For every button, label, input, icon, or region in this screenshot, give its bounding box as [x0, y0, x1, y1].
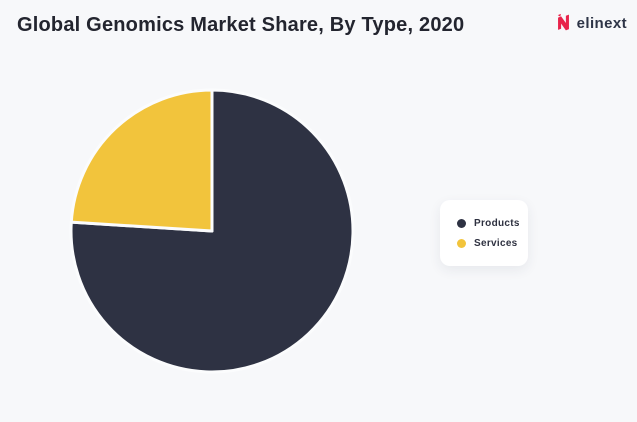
legend-item-products: Products: [457, 218, 528, 229]
legend-label-services: Services: [474, 237, 518, 249]
elinext-logo-icon: [556, 10, 571, 34]
pie-slice-services: [69, 88, 214, 233]
elinext-logo-text: elinext: [576, 14, 627, 32]
pie-slice-products: [69, 88, 355, 374]
elinext-logo: elinext: [556, 10, 631, 34]
chart-title: Global Genomics Market Share, By Type, 2…: [17, 14, 465, 36]
legend: Products Services: [440, 200, 528, 266]
legend-label-products: Products: [474, 217, 520, 229]
legend-item-services: Services: [457, 238, 528, 249]
legend-swatch-services-icon: [457, 238, 466, 248]
legend-swatch-products-icon: [457, 218, 466, 228]
pie-chart: [68, 87, 356, 375]
